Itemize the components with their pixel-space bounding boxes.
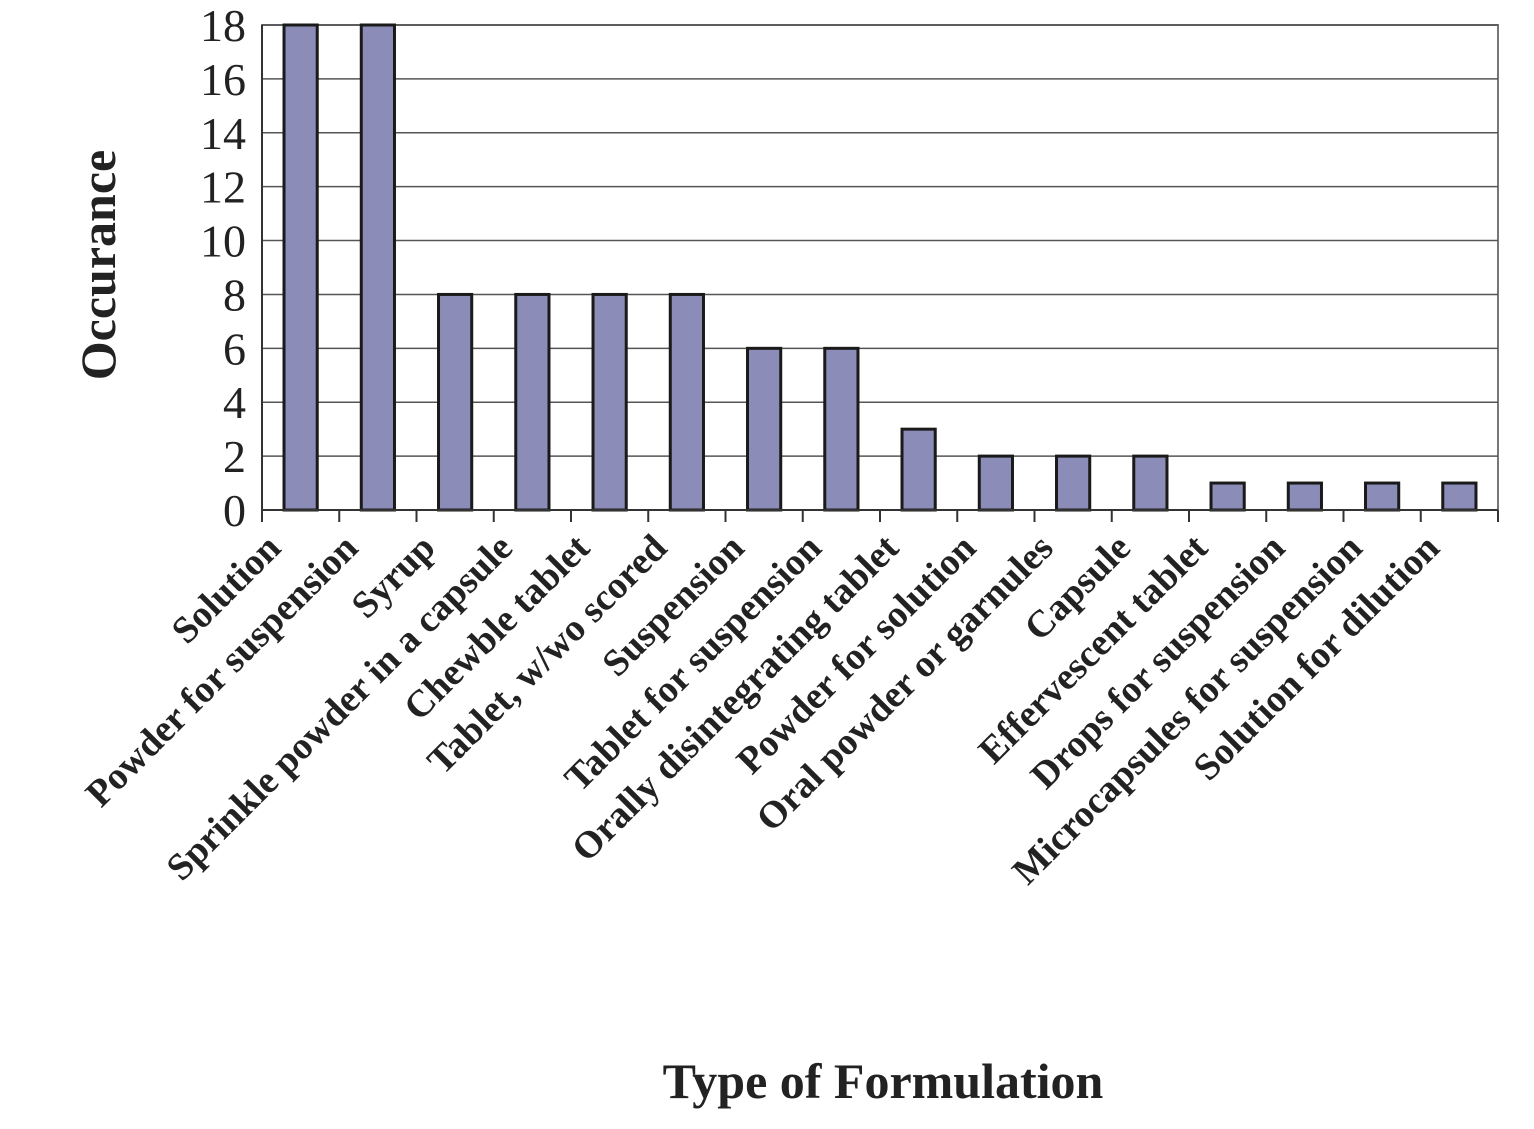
- bar: [1286, 481, 1323, 512]
- bars: [282, 23, 1478, 512]
- bar: [977, 454, 1014, 512]
- y-tick-label: 0: [223, 485, 246, 536]
- bar: [668, 292, 705, 512]
- bar: [1441, 481, 1478, 512]
- y-tick-label: 18: [200, 0, 246, 51]
- x-tick-marks: [261, 510, 1499, 522]
- y-tick-label: 10: [200, 216, 246, 267]
- y-tick-label: 12: [200, 162, 246, 213]
- bar: [1132, 454, 1169, 512]
- bar: [746, 346, 783, 512]
- bar: [1364, 481, 1401, 512]
- y-tick-label: 14: [200, 108, 246, 159]
- bar: [1055, 454, 1092, 512]
- bar: [282, 23, 319, 512]
- y-tick-label: 4: [223, 377, 246, 428]
- x-axis-title: Type of Formulation: [663, 1053, 1104, 1109]
- bar: [359, 23, 396, 512]
- bar: [591, 292, 628, 512]
- bar: [900, 427, 937, 512]
- y-axis-title: Occurance: [70, 150, 126, 380]
- y-tick-label: 6: [223, 323, 246, 374]
- y-tick-label: 8: [223, 269, 246, 320]
- bar: [437, 292, 474, 512]
- y-tick-label: 16: [200, 54, 246, 105]
- bar: [514, 292, 551, 512]
- bar: [823, 346, 860, 512]
- y-tick-label: 2: [223, 431, 246, 482]
- bar: [1209, 481, 1246, 512]
